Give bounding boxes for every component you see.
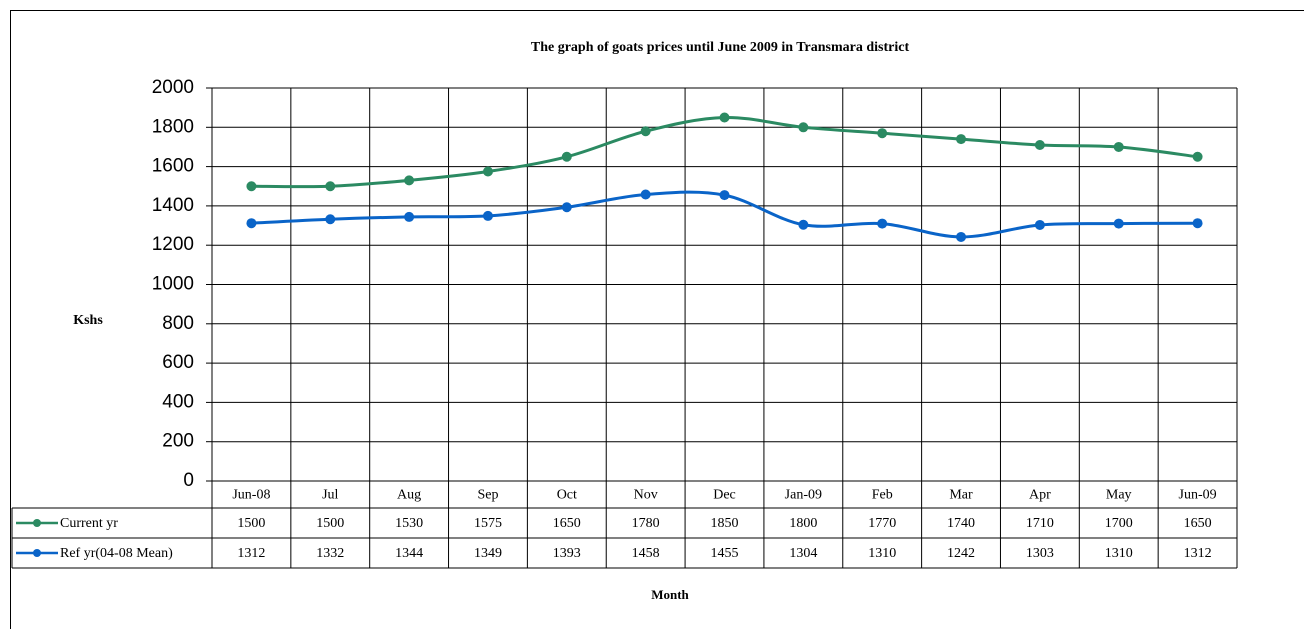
- x-tick-label: Dec: [713, 488, 736, 503]
- point: [640, 189, 651, 200]
- y-tick-label: 1400: [152, 195, 194, 216]
- table-value: 1500: [237, 516, 265, 531]
- point: [1113, 218, 1124, 229]
- series-line: [251, 115, 1198, 189]
- point: [325, 214, 336, 225]
- legend-marker: [33, 519, 41, 527]
- x-tick-label: Oct: [557, 488, 577, 503]
- y-tick-label: 0: [183, 470, 194, 491]
- point: [798, 219, 809, 230]
- point: [482, 166, 493, 177]
- chart-border: [10, 10, 1304, 629]
- y-tick-label: 1200: [152, 234, 194, 255]
- x-tick-label: Jun-08: [232, 488, 270, 503]
- point: [246, 218, 257, 229]
- table-value: 1740: [947, 516, 975, 531]
- point: [1034, 219, 1045, 230]
- table-value: 1310: [868, 546, 896, 561]
- table-value: 1650: [1184, 516, 1212, 531]
- table-value: 1650: [553, 516, 581, 531]
- x-tick-label: May: [1106, 488, 1132, 503]
- x-tick-label: Jul: [322, 488, 338, 503]
- x-tick-label: Apr: [1029, 488, 1051, 503]
- x-axis-label: Month: [651, 587, 689, 602]
- y-tick-label: 800: [162, 313, 194, 334]
- y-tick-label: 1600: [152, 156, 194, 177]
- x-tick-label: Jan-09: [785, 488, 822, 503]
- point: [404, 211, 415, 222]
- point: [1192, 151, 1203, 162]
- table-value: 1700: [1105, 516, 1133, 531]
- x-tick-label: Mar: [949, 488, 973, 503]
- table-value: 1312: [1184, 546, 1212, 561]
- point: [404, 175, 415, 186]
- point: [956, 231, 967, 242]
- table-value: 1310: [1105, 546, 1133, 561]
- table-value: 1800: [789, 516, 817, 531]
- point: [719, 190, 730, 201]
- table-value: 1393: [553, 546, 581, 561]
- point: [246, 181, 257, 192]
- chart-title: The graph of goats prices until June 200…: [531, 40, 910, 55]
- point: [482, 210, 493, 221]
- y-tick-label: 600: [162, 352, 194, 373]
- y-tick-label: 2000: [152, 77, 194, 98]
- y-tick-label: 200: [162, 431, 194, 452]
- table-value: 1710: [1026, 516, 1054, 531]
- table-value: 1312: [237, 546, 265, 561]
- y-axis-label: Kshs: [73, 313, 103, 328]
- point: [561, 151, 572, 162]
- y-tick-label: 1000: [152, 274, 194, 295]
- point: [325, 181, 336, 192]
- y-tick-label: 400: [162, 391, 194, 412]
- table-value: 1500: [316, 516, 344, 531]
- point: [1034, 139, 1045, 150]
- point: [877, 128, 888, 139]
- point: [1192, 218, 1203, 229]
- table-value: 1770: [868, 516, 896, 531]
- legend-marker: [33, 549, 41, 557]
- table-value: 1455: [711, 546, 739, 561]
- table-value: 1242: [947, 546, 975, 561]
- point: [561, 202, 572, 213]
- point: [956, 134, 967, 145]
- table-value: 1304: [789, 546, 817, 561]
- point: [798, 122, 809, 133]
- legend-label: Current yr: [60, 516, 118, 531]
- point: [719, 112, 730, 123]
- y-tick-label: 1800: [152, 116, 194, 137]
- table-value: 1349: [474, 546, 502, 561]
- table-value: 1575: [474, 516, 502, 531]
- x-tick-label: Jun-09: [1179, 488, 1217, 503]
- point: [1113, 141, 1124, 152]
- point: [640, 126, 651, 137]
- table-value: 1530: [395, 516, 423, 531]
- legend-label: Ref yr(04-08 Mean): [60, 546, 173, 561]
- x-tick-label: Feb: [872, 488, 893, 503]
- table-value: 1458: [632, 546, 660, 561]
- table-value: 1850: [711, 516, 739, 531]
- x-tick-label: Nov: [634, 488, 658, 503]
- x-tick-label: Sep: [477, 488, 498, 503]
- x-tick-label: Aug: [397, 488, 421, 503]
- table-value: 1780: [632, 516, 660, 531]
- table-value: 1332: [316, 546, 344, 561]
- point: [877, 218, 888, 229]
- table-value: 1303: [1026, 546, 1054, 561]
- table-value: 1344: [395, 546, 423, 561]
